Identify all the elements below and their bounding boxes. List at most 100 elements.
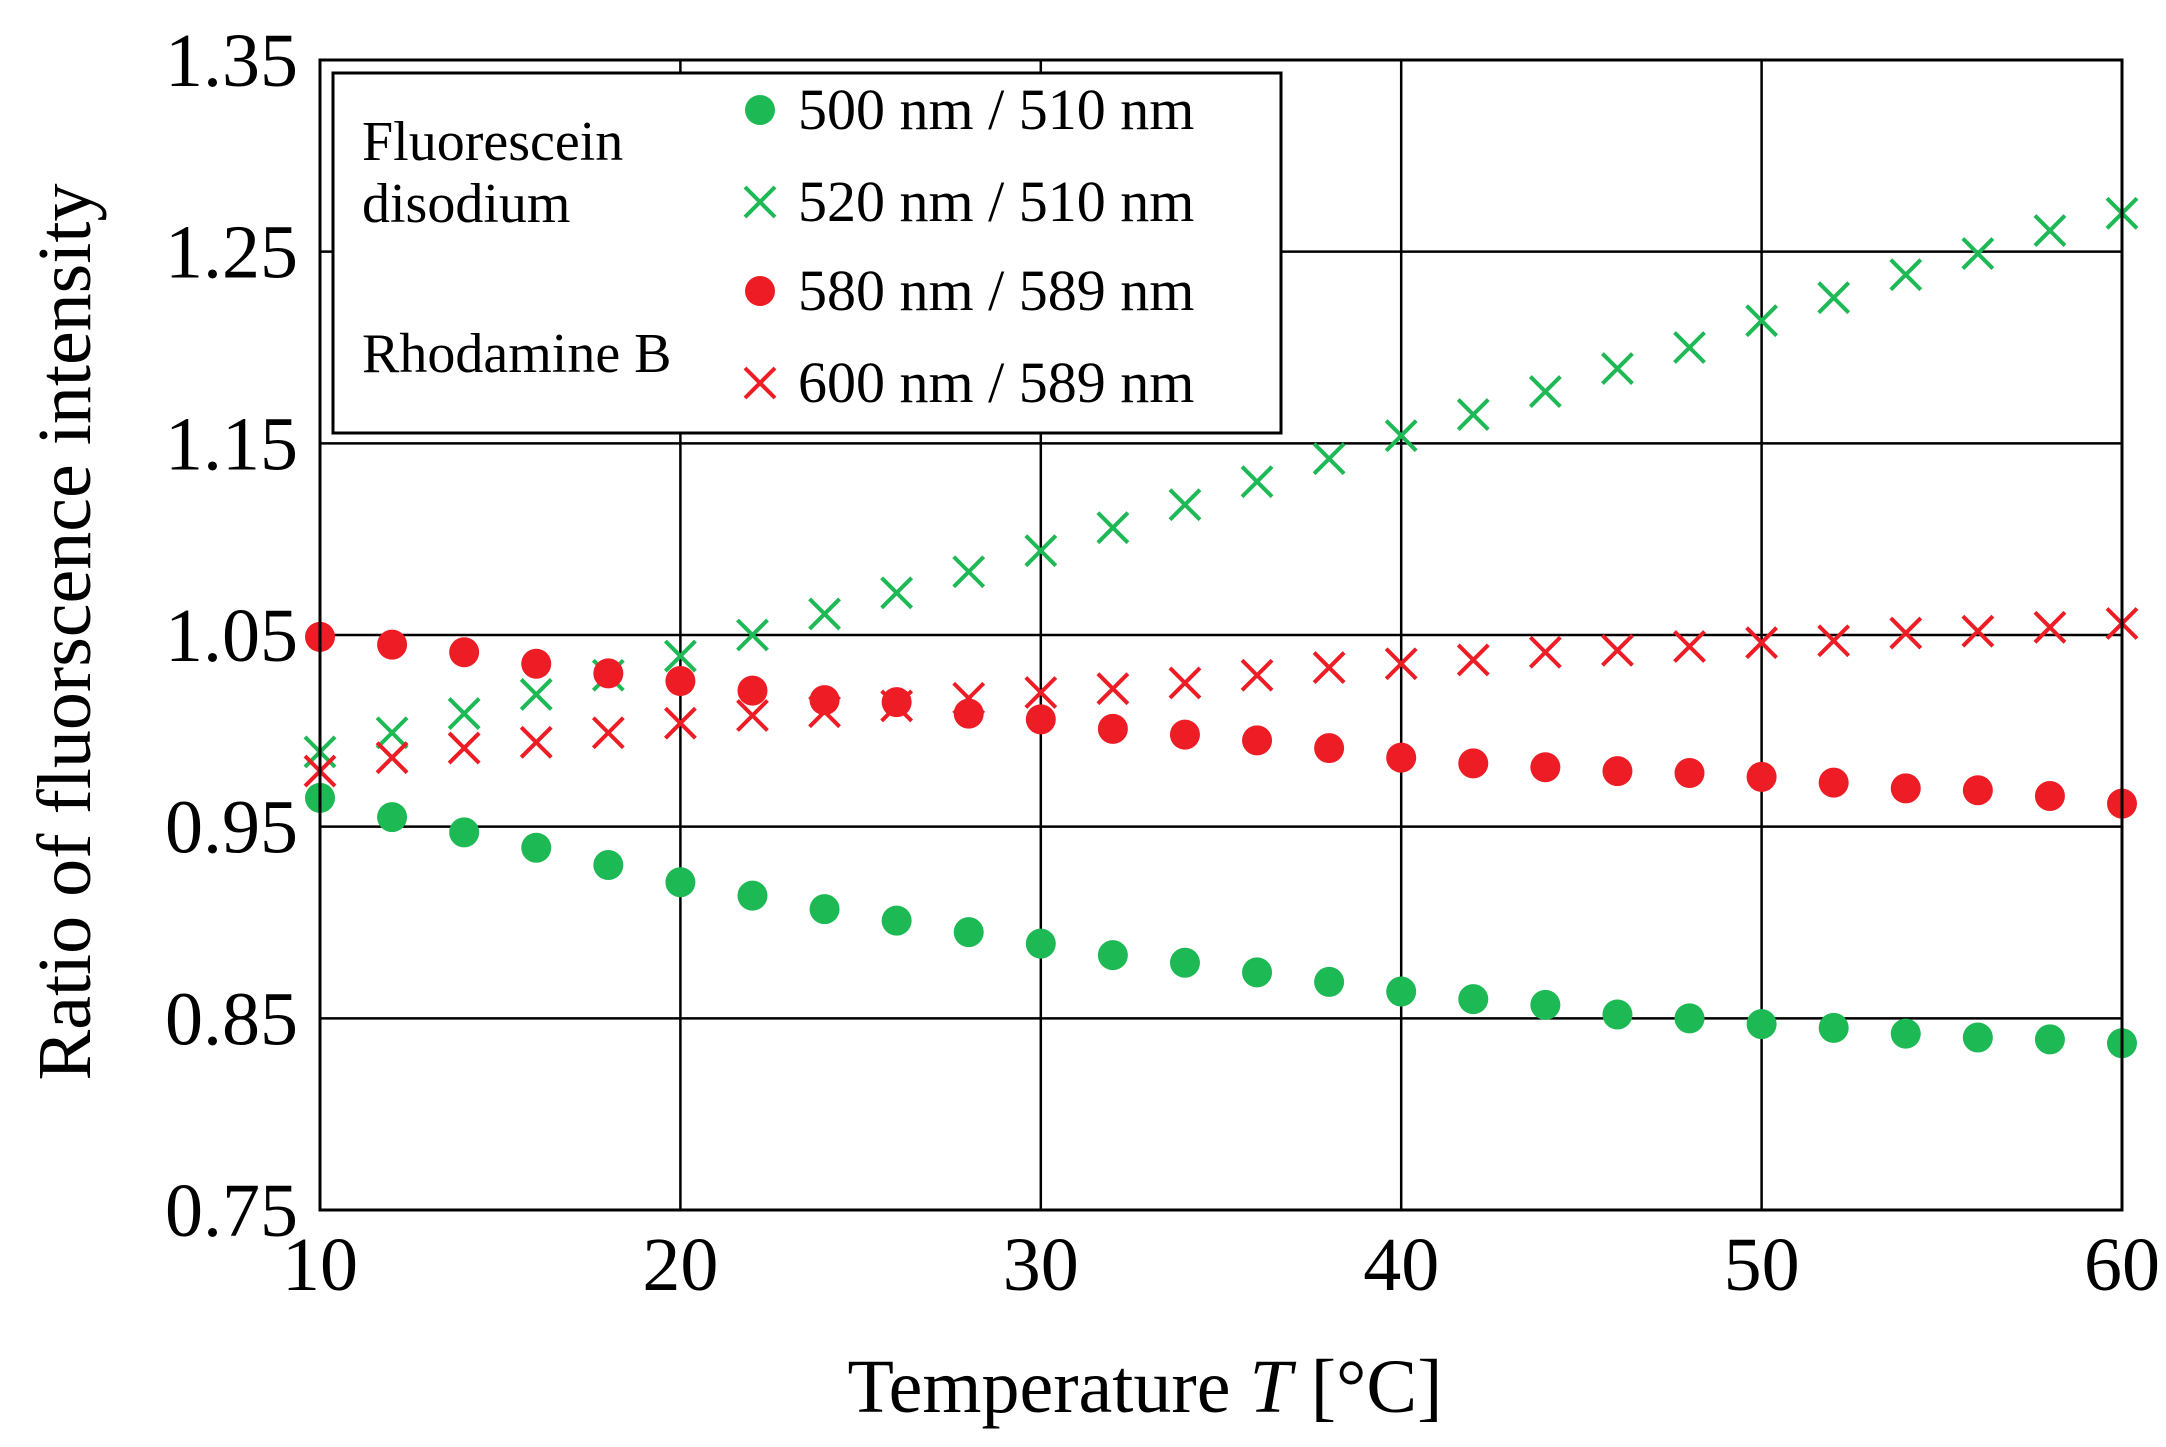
data-point xyxy=(952,555,986,589)
data-point xyxy=(1097,940,1128,971)
data-point xyxy=(1530,752,1561,783)
y-axis-title: Ratio of fluorscence intensity xyxy=(23,184,107,1081)
y-tick-label: 0.75 xyxy=(165,1169,298,1253)
data-point xyxy=(1889,616,1923,650)
data-point xyxy=(1312,442,1346,476)
data-point xyxy=(591,716,625,750)
data-point xyxy=(1818,767,1849,798)
data-point xyxy=(1240,465,1274,499)
data-point xyxy=(665,867,696,898)
x-tick-label: 50 xyxy=(1724,1223,1800,1307)
legend-marker xyxy=(745,95,775,125)
data-point xyxy=(808,597,841,631)
data-point xyxy=(1384,419,1418,453)
data-point xyxy=(737,880,768,911)
data-point xyxy=(1530,989,1561,1020)
x-axis-title-main: Temperature xyxy=(848,1345,1250,1429)
series-1 xyxy=(305,782,2137,1059)
x-tick-label: 40 xyxy=(1363,1223,1439,1307)
data-point xyxy=(1673,331,1706,364)
legend-group-fluorescein-line1: Fluorescein xyxy=(362,111,623,173)
legend-label: 580 nm / 589 nm xyxy=(798,258,1194,323)
data-point xyxy=(953,698,984,729)
data-point xyxy=(1601,633,1634,667)
x-tick-label: 10 xyxy=(282,1223,358,1307)
data-point xyxy=(1817,624,1851,658)
data-point xyxy=(1386,976,1417,1007)
data-point xyxy=(375,741,409,775)
y-tick-label: 0.95 xyxy=(165,786,298,870)
data-point xyxy=(1961,237,1995,270)
data-point xyxy=(1386,742,1417,773)
data-point xyxy=(1025,704,1056,735)
data-point xyxy=(1169,947,1200,978)
legend-label: 500 nm / 510 nm xyxy=(798,77,1194,142)
data-point xyxy=(1745,626,1779,660)
data-point xyxy=(1746,1009,1777,1040)
legend-group-rhodamine: Rhodamine B xyxy=(362,323,672,385)
legend: Fluorescein disodium Rhodamine B 500 nm … xyxy=(331,71,1283,435)
data-point xyxy=(521,648,552,679)
data-point xyxy=(809,685,840,716)
data-point xyxy=(1169,719,1200,750)
legend-marker xyxy=(745,276,775,306)
data-point xyxy=(808,695,841,729)
data-point xyxy=(1456,398,1490,431)
data-point xyxy=(1458,748,1489,779)
series-2 xyxy=(303,196,2139,769)
data-point xyxy=(1601,352,1634,385)
legend-label: 520 nm / 510 nm xyxy=(798,169,1194,234)
data-point xyxy=(1889,258,1923,292)
data-point xyxy=(1890,773,1921,804)
data-point xyxy=(1674,1003,1705,1034)
data-point xyxy=(736,618,769,652)
data-point xyxy=(375,716,409,750)
x-axis-title: Temperature T [°C] xyxy=(848,1345,1443,1429)
data-point xyxy=(1025,928,1056,959)
data-point xyxy=(1961,614,1995,648)
data-point xyxy=(1314,733,1345,764)
data-point xyxy=(1024,534,1058,568)
data-point xyxy=(1602,756,1633,787)
data-point xyxy=(447,697,481,730)
data-point xyxy=(1097,713,1128,744)
data-point xyxy=(521,832,552,863)
data-point xyxy=(1745,304,1779,338)
data-point xyxy=(1240,658,1274,692)
data-point xyxy=(1962,1022,1993,1053)
data-point xyxy=(1384,647,1418,681)
legend-label: 600 nm / 589 nm xyxy=(798,350,1194,415)
data-point xyxy=(1818,1012,1849,1043)
y-tick-label: 1.35 xyxy=(165,19,298,103)
y-tick-label: 1.15 xyxy=(165,402,298,486)
data-point xyxy=(1168,666,1202,700)
data-point xyxy=(519,725,553,759)
data-point xyxy=(663,639,697,673)
data-point xyxy=(737,675,768,706)
data-point xyxy=(663,706,697,740)
data-point xyxy=(1528,375,1562,408)
data-point xyxy=(1962,775,1993,806)
legend-marker xyxy=(743,366,777,400)
data-point xyxy=(1673,630,1706,663)
y-tick-label: 0.85 xyxy=(165,977,298,1061)
data-point xyxy=(2034,781,2065,811)
data-point xyxy=(953,917,984,948)
data-point xyxy=(447,731,481,765)
data-point xyxy=(2034,1024,2065,1055)
data-point xyxy=(880,689,914,723)
tick-labels: 10 20 30 40 50 60 0.75 0.85 0.95 1.05 1.15 1.25 1.35 xyxy=(165,19,2160,1307)
data-point xyxy=(1024,676,1058,709)
data-point xyxy=(1528,635,1562,669)
data-point xyxy=(1312,651,1346,684)
data-point xyxy=(2033,214,2067,247)
data-point xyxy=(1456,643,1490,677)
data-point xyxy=(593,658,624,689)
data-point xyxy=(1602,999,1633,1030)
data-point xyxy=(1242,725,1273,756)
series-3 xyxy=(305,621,2137,819)
legend-entries: 500 nm / 510 nm 520 nm / 510 nm 580 nm / 5… xyxy=(743,77,1194,415)
x-axis-title-variable: T xyxy=(1249,1345,1296,1429)
legend-box xyxy=(331,71,1283,435)
